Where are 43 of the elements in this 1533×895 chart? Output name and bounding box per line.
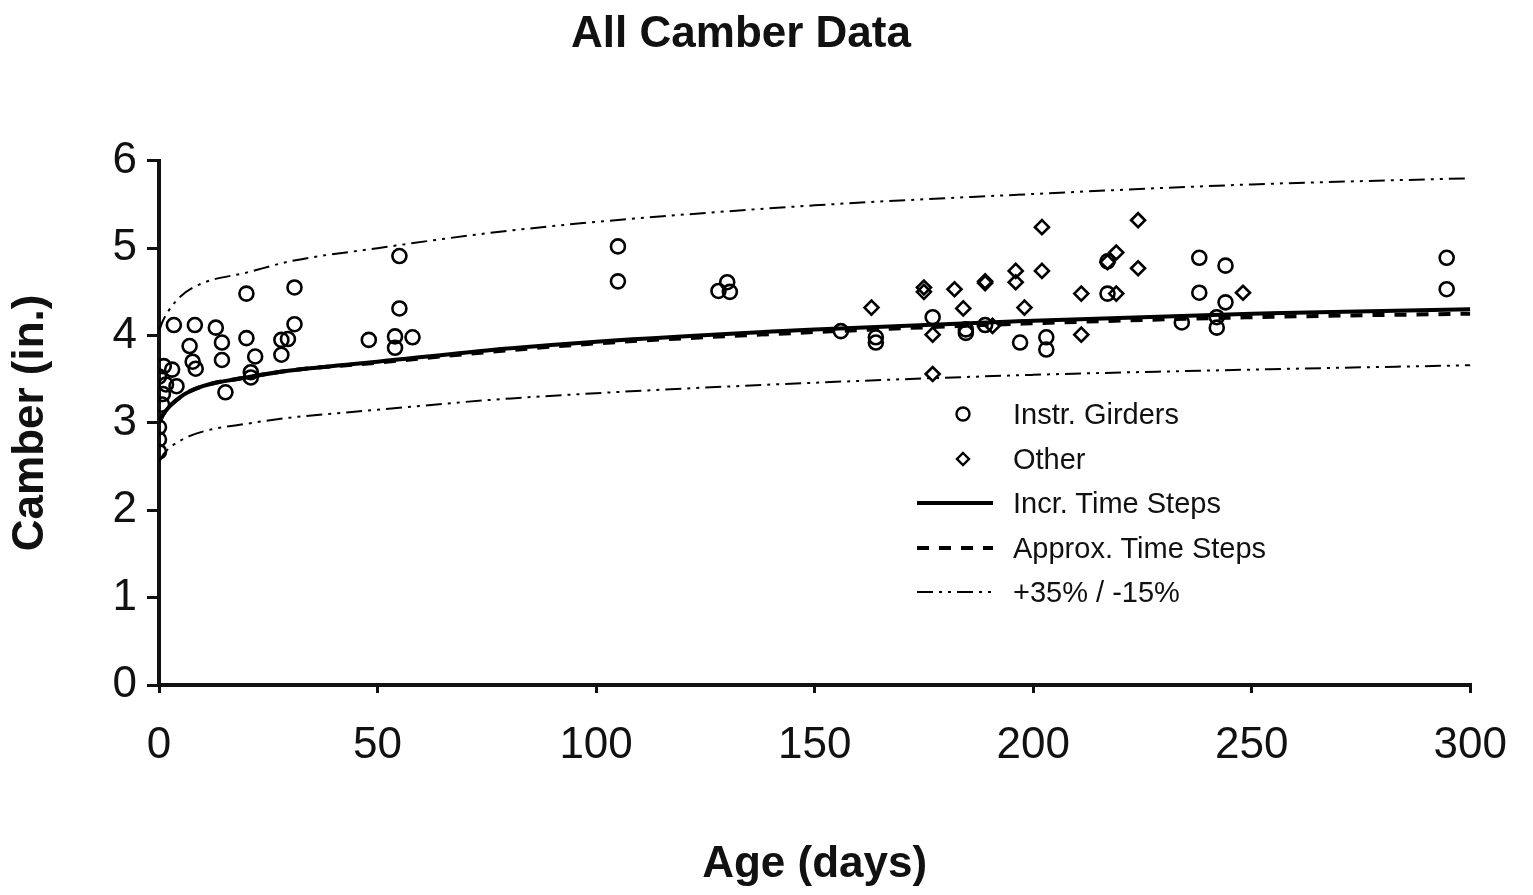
legend-label: Other bbox=[1013, 441, 1086, 477]
x-tick-label: 100 bbox=[559, 717, 633, 767]
point bbox=[1107, 285, 1125, 302]
x-tick-label: 300 bbox=[1433, 717, 1507, 767]
x-tick-label: 0 bbox=[146, 717, 172, 767]
point bbox=[1129, 259, 1147, 277]
point bbox=[1016, 299, 1033, 316]
point bbox=[1007, 262, 1025, 280]
point bbox=[954, 300, 972, 317]
y-tick-label: 5 bbox=[112, 220, 137, 270]
point bbox=[1033, 218, 1051, 236]
chart-title: All Camber Data bbox=[571, 6, 912, 56]
point bbox=[1072, 326, 1090, 343]
x-axis-title: Age (days) bbox=[702, 836, 928, 886]
x-tick-label: 150 bbox=[777, 717, 852, 767]
x-tick-label: 250 bbox=[1215, 717, 1289, 767]
legend-label: Incr. Time Steps bbox=[1013, 486, 1221, 521]
x-tick-label: 50 bbox=[353, 717, 403, 767]
point bbox=[924, 365, 941, 383]
point bbox=[915, 279, 933, 296]
point bbox=[915, 283, 933, 301]
point bbox=[1234, 284, 1252, 302]
y-tick-label: 6 bbox=[112, 132, 137, 182]
legend-label: +35% / -15% bbox=[1013, 575, 1180, 610]
point bbox=[1099, 253, 1116, 271]
y-tick-label: 1 bbox=[112, 569, 137, 619]
y-tick-label: 0 bbox=[112, 657, 137, 707]
point bbox=[1072, 285, 1090, 302]
point bbox=[1007, 273, 1025, 291]
x-tick-label: 200 bbox=[996, 717, 1070, 767]
legend-label: Approx. Time Steps bbox=[1013, 530, 1267, 566]
y-tick-label: 4 bbox=[112, 307, 137, 357]
point bbox=[1129, 211, 1147, 229]
legend-label: Instr. Girders bbox=[1013, 397, 1179, 432]
point bbox=[946, 280, 963, 298]
y-tick-label: 2 bbox=[112, 482, 137, 532]
point bbox=[1107, 244, 1125, 261]
point bbox=[924, 326, 941, 343]
y-axis-title: Camber (in.) bbox=[2, 294, 52, 552]
point bbox=[863, 299, 880, 316]
point bbox=[1033, 262, 1051, 280]
y-tick-label: 3 bbox=[112, 395, 137, 445]
point bbox=[984, 317, 1001, 335]
